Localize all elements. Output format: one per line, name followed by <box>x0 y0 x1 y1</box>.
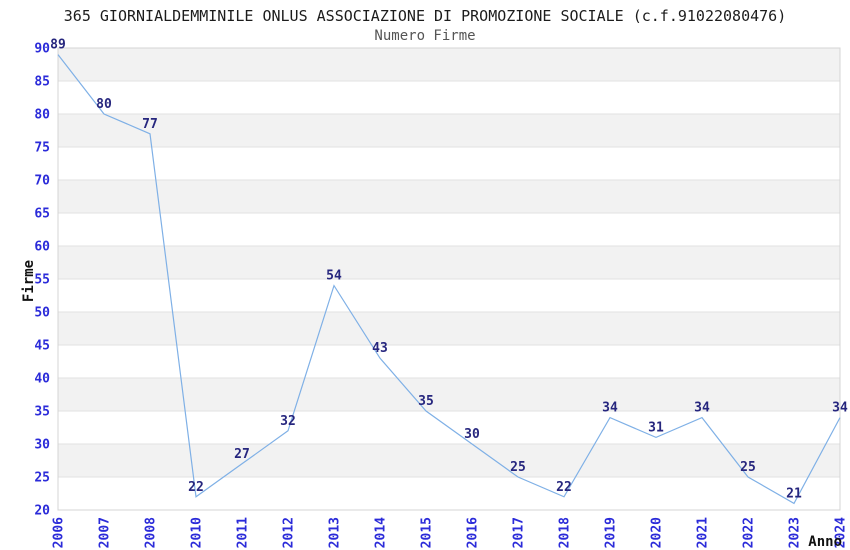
point-label: 77 <box>142 117 158 132</box>
point-label: 30 <box>464 427 480 442</box>
point-label: 25 <box>510 460 526 475</box>
plot-band <box>58 246 840 279</box>
point-label: 35 <box>418 394 434 409</box>
point-label: 25 <box>740 460 756 475</box>
plot-band <box>58 279 840 312</box>
plot-band <box>58 477 840 510</box>
plot-band <box>58 345 840 378</box>
plot-band <box>58 378 840 411</box>
y-tick-label: 85 <box>34 75 50 90</box>
point-label: 32 <box>280 414 296 429</box>
y-tick-label: 20 <box>34 504 50 519</box>
x-tick-label: 2013 <box>328 517 343 548</box>
x-tick-label: 2007 <box>98 517 113 548</box>
x-tick-label: 2022 <box>742 517 757 548</box>
y-tick-label: 25 <box>34 471 50 486</box>
y-tick-label: 45 <box>34 339 50 354</box>
y-tick-label: 40 <box>34 372 50 387</box>
x-tick-label: 2015 <box>420 517 435 548</box>
plot-band <box>58 48 840 81</box>
point-label: 54 <box>326 269 342 284</box>
x-tick-label: 2024 <box>834 517 849 548</box>
y-tick-label: 60 <box>34 240 50 255</box>
plot-band <box>58 114 840 147</box>
y-tick-label: 55 <box>34 273 50 288</box>
y-axis-title: Firme <box>21 260 37 302</box>
x-tick-label: 2018 <box>558 517 573 548</box>
x-tick-label: 2023 <box>788 517 803 548</box>
point-label: 34 <box>602 401 618 416</box>
point-label: 21 <box>786 486 802 501</box>
plot-band <box>58 444 840 477</box>
point-label: 34 <box>694 401 710 416</box>
y-tick-label: 30 <box>34 438 50 453</box>
x-tick-label: 2014 <box>374 517 389 548</box>
x-tick-label: 2010 <box>190 517 205 548</box>
y-tick-label: 75 <box>34 141 50 156</box>
point-label: 89 <box>50 38 66 53</box>
x-tick-label: 2006 <box>52 517 67 548</box>
point-label: 27 <box>234 447 250 462</box>
plot-border <box>57 47 841 511</box>
plot-band <box>58 312 840 345</box>
y-tick-label: 65 <box>34 207 50 222</box>
point-label: 43 <box>372 341 388 356</box>
plot-area: 89 80 77 22 27 32 54 43 35 30 25 22 34 31 34 25 21 34 20 25… <box>34 38 848 549</box>
x-tick-label: 2016 <box>466 517 481 548</box>
y-tick-label: 90 <box>34 42 50 57</box>
plot-band <box>58 213 840 246</box>
x-tick-label: 2021 <box>696 517 711 548</box>
x-tick-label: 2011 <box>236 517 251 548</box>
point-label: 34 <box>832 401 848 416</box>
point-label: 22 <box>556 480 572 495</box>
y-tick-label: 35 <box>34 405 50 420</box>
plot-band <box>58 180 840 213</box>
chart-title: 365 GIORNIALDEMMINILE ONLUS ASSOCIAZIONE… <box>63 7 787 25</box>
y-tick-label: 50 <box>34 306 50 321</box>
point-label: 80 <box>96 97 112 112</box>
x-tick-label: 2020 <box>650 517 665 548</box>
series-line <box>57 54 841 505</box>
x-tick-label: 2019 <box>604 517 619 548</box>
point-label: 31 <box>648 420 664 435</box>
point-label: 22 <box>188 480 204 495</box>
x-axis-title: Anno <box>808 534 842 550</box>
x-tick-label: 2012 <box>282 517 297 548</box>
x-tick-label: 2008 <box>144 517 159 548</box>
plot-band <box>58 81 840 114</box>
x-tick-label: 2017 <box>512 517 527 548</box>
y-tick-label: 80 <box>34 108 50 123</box>
plot-band <box>58 147 840 180</box>
y-tick-label: 70 <box>34 174 50 189</box>
chart-subtitle: Numero Firme <box>374 28 476 44</box>
